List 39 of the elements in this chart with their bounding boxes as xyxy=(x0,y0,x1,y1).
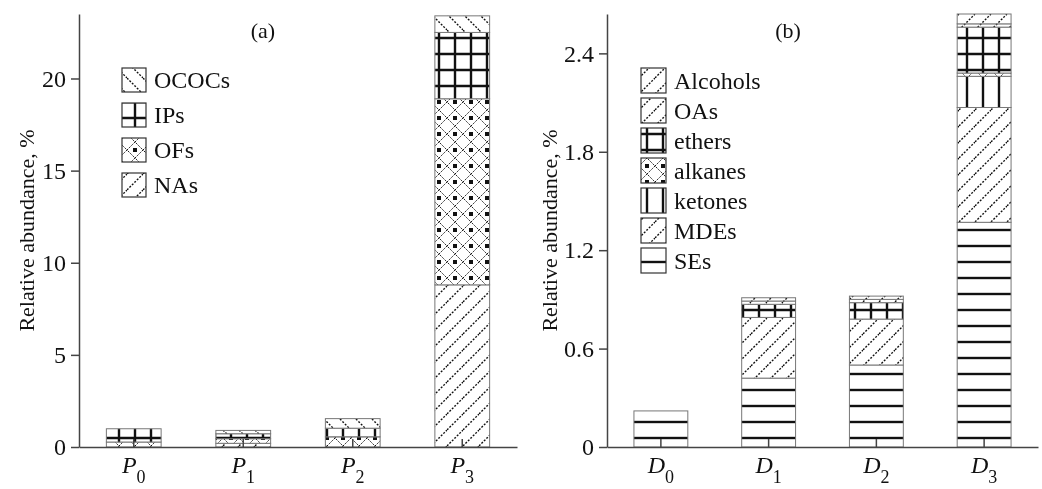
bar xyxy=(956,26,1012,74)
x-tick-label: D$_{0}$ xyxy=(646,452,675,487)
chart-title: (a) xyxy=(250,18,276,43)
legend-label: NAs xyxy=(154,172,199,198)
bar xyxy=(105,428,162,443)
y-tick-label: 15 xyxy=(42,157,66,184)
legend-label: OAs xyxy=(674,97,719,124)
bar xyxy=(215,429,272,435)
legend-label: ketones xyxy=(674,187,748,214)
y-tick-label: 1.2 xyxy=(564,237,594,264)
x-tick-label: P$_{0}$ xyxy=(120,452,146,487)
x-tick-label: P$_{1}$ xyxy=(230,452,256,487)
bar xyxy=(633,410,689,448)
y-tick-label: 20 xyxy=(42,65,66,92)
legend-label: alkanes xyxy=(674,157,746,184)
y-tick-label: 0 xyxy=(582,434,594,461)
y-tick-label: 0 xyxy=(54,434,66,461)
legend-label: SEs xyxy=(674,247,712,274)
x-tick-label: P$_{3}$ xyxy=(449,452,475,487)
legend-label: ethers xyxy=(674,127,732,154)
legend-label: IPs xyxy=(154,102,185,128)
y-axis-title: Relative abundance, % xyxy=(14,129,39,332)
bar xyxy=(848,295,904,300)
y-tick-label: 2.4 xyxy=(564,40,594,67)
x-tick-label: D$_{1}$ xyxy=(754,452,782,487)
y-axis-title: Relative abundance, % xyxy=(537,129,562,332)
y-tick-label: 5 xyxy=(54,342,66,369)
x-tick-label: P$_{2}$ xyxy=(339,452,365,487)
y-tick-label: 10 xyxy=(42,249,66,276)
legend-label: OFs xyxy=(154,137,195,163)
x-tick-label: D$_{2}$ xyxy=(862,452,890,487)
legend-label: Alcohols xyxy=(674,67,761,94)
bar xyxy=(956,13,1012,25)
legend-label: MDEs xyxy=(674,217,737,244)
y-tick-label: 0.6 xyxy=(564,335,594,362)
y-tick-label: 1.8 xyxy=(564,138,594,165)
chart-title: (b) xyxy=(775,18,801,43)
legend-label: OCOCs xyxy=(154,67,231,93)
x-tick-label: D$_{3}$ xyxy=(969,452,998,487)
